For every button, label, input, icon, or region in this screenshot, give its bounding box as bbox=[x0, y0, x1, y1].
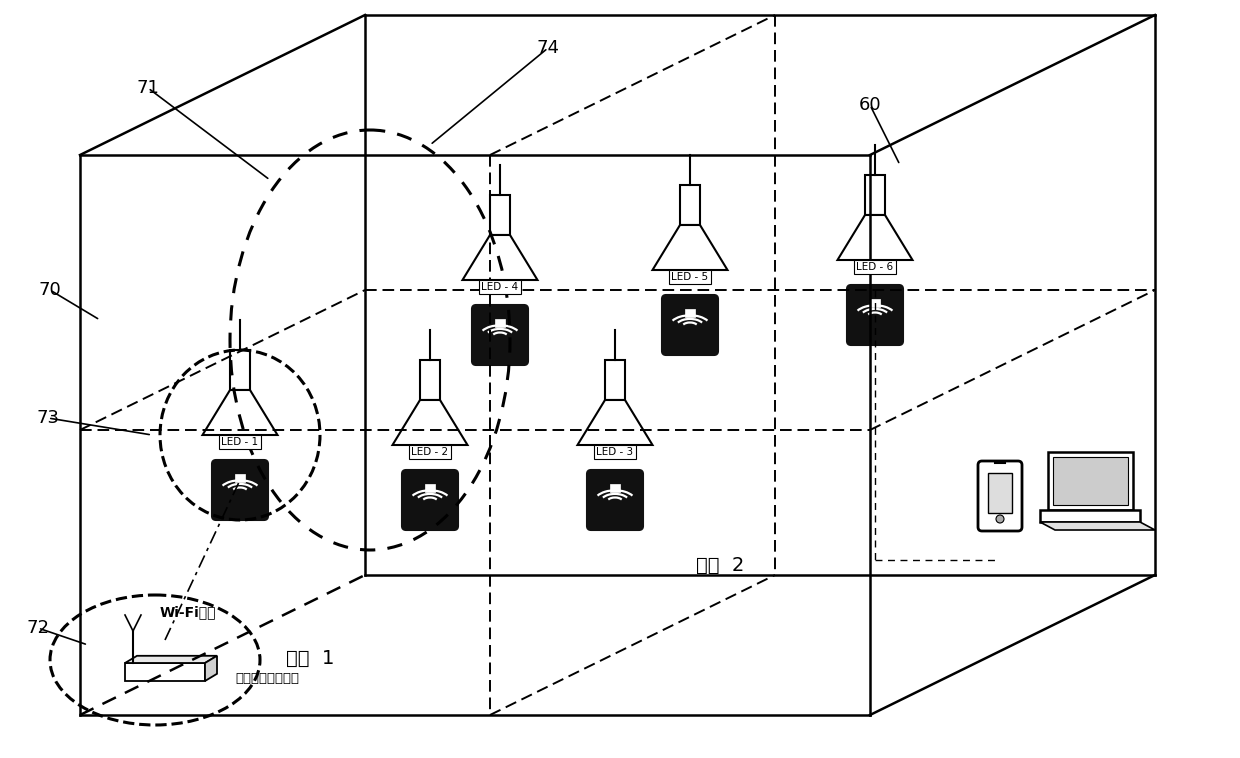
Polygon shape bbox=[393, 400, 467, 445]
FancyBboxPatch shape bbox=[212, 460, 268, 520]
Bar bbox=[866, 175, 885, 215]
Text: LED - 1: LED - 1 bbox=[222, 437, 259, 447]
FancyBboxPatch shape bbox=[472, 305, 528, 365]
Bar bbox=[125, 663, 205, 681]
Text: 60: 60 bbox=[858, 96, 882, 114]
Polygon shape bbox=[578, 400, 652, 445]
Bar bbox=[680, 185, 701, 225]
Bar bbox=[490, 195, 510, 235]
Bar bbox=[870, 299, 880, 307]
Bar bbox=[229, 350, 250, 390]
Text: LED - 5: LED - 5 bbox=[671, 272, 708, 282]
Text: 71: 71 bbox=[136, 79, 160, 97]
FancyBboxPatch shape bbox=[587, 470, 644, 530]
Text: 73: 73 bbox=[36, 409, 60, 427]
Bar bbox=[605, 360, 625, 400]
Text: LED - 6: LED - 6 bbox=[857, 262, 894, 272]
Polygon shape bbox=[125, 656, 217, 663]
Bar bbox=[425, 484, 435, 492]
Bar bbox=[236, 474, 246, 482]
Bar bbox=[610, 484, 620, 492]
FancyBboxPatch shape bbox=[847, 285, 903, 345]
Text: 房间  1: 房间 1 bbox=[285, 649, 335, 668]
Text: LED - 2: LED - 2 bbox=[412, 447, 449, 457]
Bar bbox=[988, 473, 1012, 513]
Text: LED - 3: LED - 3 bbox=[596, 447, 634, 457]
Bar bbox=[684, 309, 694, 317]
Text: 72: 72 bbox=[26, 619, 50, 637]
FancyBboxPatch shape bbox=[978, 461, 1022, 531]
Bar bbox=[495, 319, 505, 327]
Polygon shape bbox=[652, 225, 728, 270]
Text: 房间  2: 房间 2 bbox=[696, 556, 744, 575]
Text: LED - 4: LED - 4 bbox=[481, 282, 518, 292]
Bar bbox=[1053, 457, 1127, 505]
Text: 70: 70 bbox=[38, 281, 61, 299]
Bar bbox=[1048, 452, 1132, 510]
Text: 无线路由器或网关: 无线路由器或网关 bbox=[236, 672, 299, 684]
Text: 74: 74 bbox=[537, 39, 559, 57]
Polygon shape bbox=[463, 235, 537, 280]
Polygon shape bbox=[837, 215, 913, 260]
Circle shape bbox=[996, 515, 1004, 523]
Bar bbox=[420, 360, 440, 400]
Polygon shape bbox=[205, 656, 217, 681]
Text: Wi-Fi信号: Wi-Fi信号 bbox=[160, 605, 217, 619]
FancyBboxPatch shape bbox=[402, 470, 458, 530]
Polygon shape bbox=[1040, 522, 1154, 530]
FancyBboxPatch shape bbox=[662, 295, 718, 355]
Polygon shape bbox=[202, 390, 278, 435]
Bar bbox=[1040, 510, 1140, 522]
